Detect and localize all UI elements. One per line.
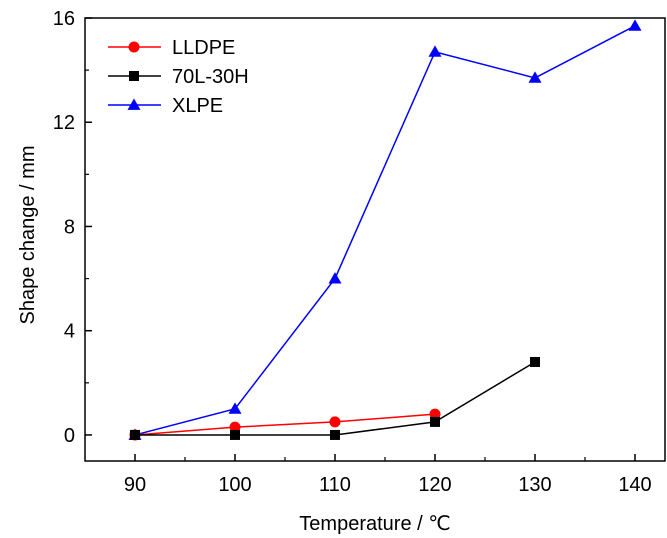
series-70l-30h (130, 356, 540, 440)
legend-label: XLPE (172, 95, 223, 117)
x-tick-label: 90 (124, 474, 146, 496)
series-line (134, 413, 436, 436)
legend-marker (128, 41, 140, 53)
legend-label: LLDPE (172, 37, 235, 59)
y-tick-label: 12 (53, 112, 75, 134)
data-point (228, 402, 242, 414)
y-axis-title: Shape change / mm (17, 146, 39, 325)
data-point (230, 429, 240, 440)
x-tick-label: 140 (618, 474, 651, 496)
axes: 90 100 110 120 130 140 0 4 8 12 16 (53, 8, 666, 496)
data-point (329, 416, 341, 428)
y-tick-label: 8 (64, 216, 75, 238)
data-point (330, 429, 340, 440)
series-line (134, 25, 636, 436)
data-point (130, 429, 140, 440)
series-layer (128, 19, 642, 441)
data-point (328, 272, 342, 284)
data-point (628, 19, 642, 31)
legend-item-lldpe: LLDPE (108, 37, 235, 59)
data-point (530, 356, 540, 367)
legend-label: 70L-30H (172, 66, 249, 88)
legend-marker (127, 98, 141, 110)
x-tick-label: 100 (218, 474, 251, 496)
y-tick-label: 0 (64, 425, 75, 447)
legend-item-70l-30h: 70L-30H (108, 66, 249, 88)
x-axis-title: Temperature / ℃ (299, 513, 450, 535)
y-tick-label: 16 (53, 8, 75, 30)
x-tick-label: 130 (518, 474, 551, 496)
data-point (430, 416, 440, 427)
legend: LLDPE 70L-30H XLPE (108, 37, 249, 117)
data-point (528, 71, 542, 83)
x-tick-label: 120 (418, 474, 451, 496)
y-tick-label: 4 (64, 321, 75, 343)
data-point (428, 45, 442, 57)
legend-item-xlpe: XLPE (108, 95, 223, 117)
legend-marker (129, 71, 139, 81)
plot-frame (84, 17, 666, 462)
x-tick-label: 110 (319, 474, 351, 496)
